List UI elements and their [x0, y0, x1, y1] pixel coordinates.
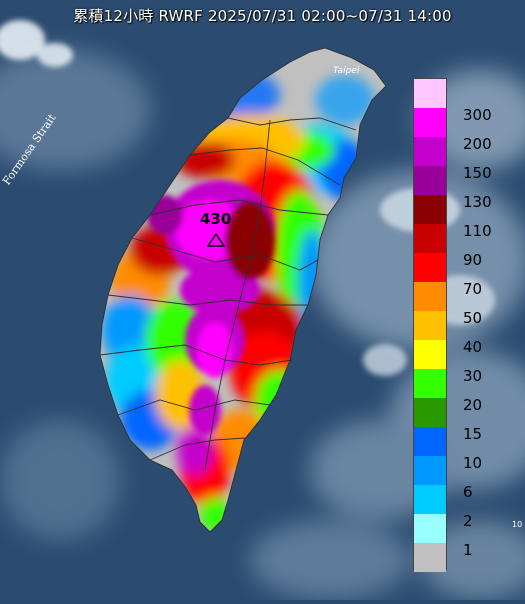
legend-swatch [414, 195, 446, 224]
legend-label: 110 [463, 221, 492, 240]
legend-swatch [414, 369, 446, 398]
legend-label: 200 [463, 134, 492, 153]
island-outline [99, 47, 387, 533]
legend-label: 1 [463, 540, 473, 559]
legend-label: 70 [463, 279, 483, 298]
legend-label: 150 [463, 163, 492, 182]
legend-swatch [414, 311, 446, 340]
legend-swatch [414, 166, 446, 195]
edge-label: 10 [512, 520, 523, 529]
legend-swatch [414, 427, 446, 456]
legend-swatch [414, 253, 446, 282]
map-title: 累積12小時 RWRF 2025/07/31 02:00~07/31 14:00 [73, 7, 452, 25]
legend-label: 30 [463, 366, 483, 385]
legend-swatch [414, 79, 446, 108]
legend-label: 10 [463, 453, 483, 472]
legend-swatch [414, 514, 446, 543]
legend-swatch [414, 224, 446, 253]
county-boundaries [99, 47, 387, 533]
legend-swatch [414, 108, 446, 137]
legend-swatch [414, 485, 446, 514]
taipei-label: Taipei [333, 66, 360, 76]
peak-value-label: 430 [200, 210, 232, 228]
legend-label: 6 [463, 482, 473, 501]
legend-swatch [414, 398, 446, 427]
legend-swatch [414, 137, 446, 166]
legend-label: 50 [463, 308, 483, 327]
legend-colorbar [413, 78, 447, 572]
legend-swatch [414, 543, 446, 572]
legend-label: 130 [463, 192, 492, 211]
legend-label: 15 [463, 424, 483, 443]
legend-label: 90 [463, 250, 483, 269]
peak-marker-icon [206, 232, 226, 247]
legend-swatch [414, 282, 446, 311]
legend-label: 20 [463, 395, 483, 414]
legend-label: 300 [463, 105, 492, 124]
legend-label: 40 [463, 337, 483, 356]
legend-swatch [414, 340, 446, 369]
legend-swatch [414, 456, 446, 485]
legend-label: 2 [463, 511, 473, 530]
